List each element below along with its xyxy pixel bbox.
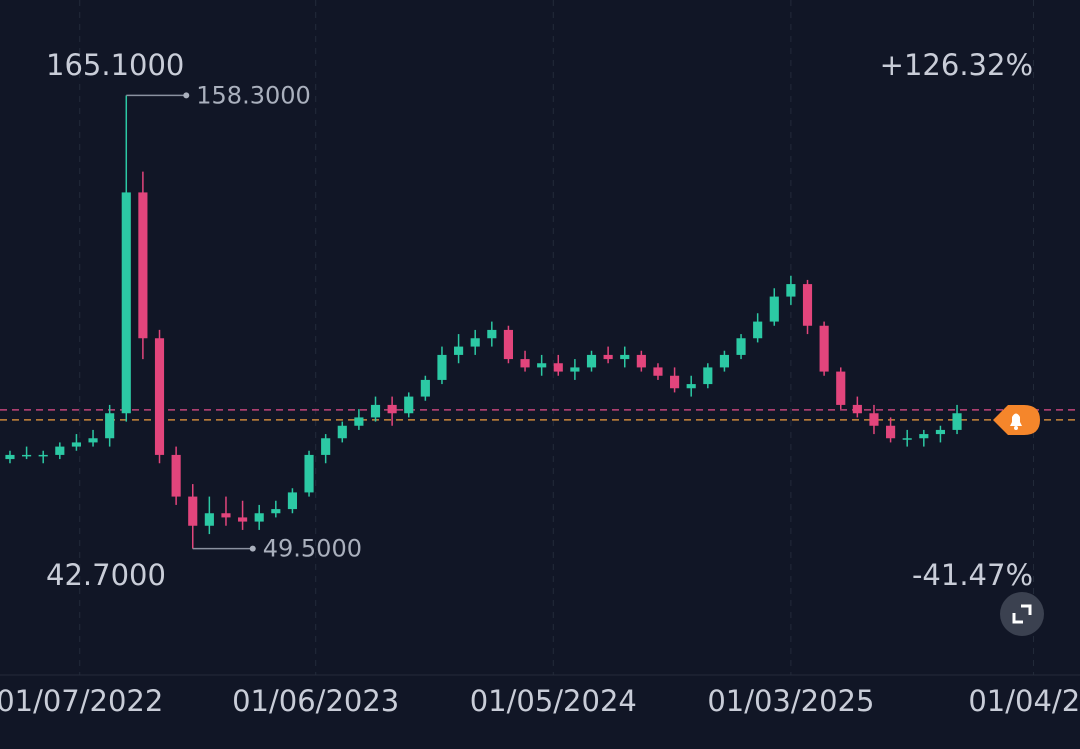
candle-body [71,442,81,447]
candle-body [204,513,214,526]
candle-body [520,359,530,368]
candle-body [404,396,414,414]
x-tick-label: 01/07/2022 [0,684,163,718]
annotation-dot [183,92,190,99]
candle-body [138,192,148,339]
candle-body [487,329,497,339]
candle-body [670,375,680,389]
candle-body [902,438,912,440]
plot: 01/07/2022 01/06/2023 01/05/2024 01/03/2025… [0,0,1080,718]
candle-body [238,517,248,522]
annotation-label: 158.3000 [196,81,311,109]
candle-body [786,284,796,297]
candle-body [55,446,65,455]
candle-body [636,354,646,368]
candle-body [553,363,563,372]
candle-body [603,354,613,360]
candle-body [952,413,962,430]
fullscreen-button[interactable] [1000,592,1044,636]
candle-body [503,329,513,360]
candle-body [188,496,198,526]
candle-body [5,454,15,460]
candle-body [620,354,630,360]
candle-body [88,438,98,443]
candle-body [769,296,779,322]
candle-body [287,492,297,510]
candle-body [736,338,746,355]
candle-body [869,413,879,426]
candle-body [370,404,381,418]
candle-body [454,346,464,355]
y-tick-label: 165.1000 [46,48,184,82]
candle-body [819,325,829,372]
candle-body [154,338,165,455]
candle-body [221,513,231,518]
x-tick-label: 01/05/2024 [470,684,637,718]
candle-body [437,354,447,380]
candle-body [537,363,547,368]
candle-body [304,454,314,493]
candle-body [38,454,48,457]
candle-body [354,417,364,426]
candle-body [935,429,945,435]
candle-body [802,284,813,326]
candle-body [387,404,397,414]
candle-body [586,354,597,368]
candle-body [321,438,331,455]
candle-body [686,384,696,389]
candle-body [254,513,264,522]
candle-body [753,321,763,339]
candle-body [719,354,729,368]
annotation-label: 49.5000 [263,535,362,563]
candle-body [919,434,929,439]
candle-body [271,509,281,514]
candle-body [703,367,713,385]
candle-body [886,425,896,439]
candle-body [22,454,32,457]
y2-tick-label: -41.47% [912,558,1033,592]
candle-body [836,371,846,405]
candle-body [470,338,480,347]
x-tick-label: 01/04/20 [968,684,1080,718]
y-tick-label: 42.7000 [46,558,166,592]
alert-button[interactable] [993,405,1040,435]
annotation-dot [249,545,256,552]
candle-body [337,425,347,439]
candle-body [420,379,430,397]
candle-body [121,192,131,414]
candle-body [852,404,862,414]
candle-body [570,367,580,372]
x-tick-label: 01/03/2025 [707,684,874,718]
candle-body [653,367,663,376]
candle-body [105,413,115,439]
candle-body [171,454,181,497]
x-tick-label: 01/06/2023 [232,684,399,718]
y2-tick-label: +126.32% [880,48,1033,82]
